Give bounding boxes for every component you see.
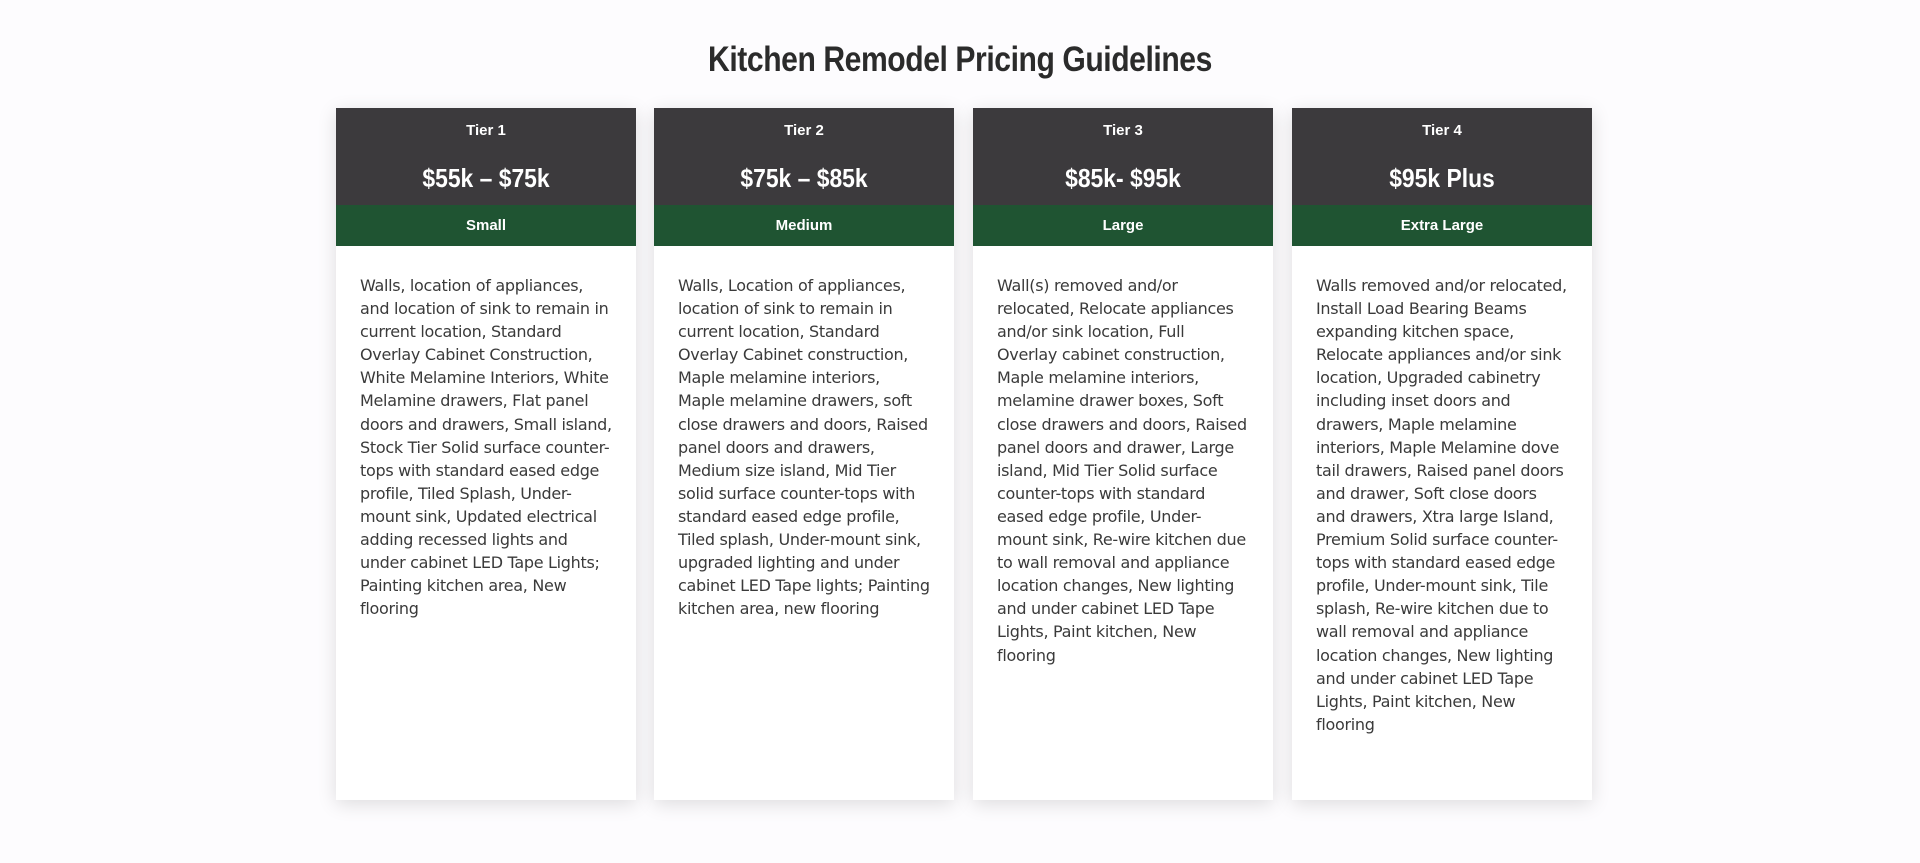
pricing-card-tier-4: Tier 4 $95k Plus Extra Large Walls remov… bbox=[1292, 108, 1592, 800]
tier-label: Tier 2 bbox=[784, 122, 824, 139]
tier-description: Wall(s) removed and/or relocated, Reloca… bbox=[997, 276, 1247, 665]
pricing-card-tier-1: Tier 1 $55k – $75k Small Walls, location… bbox=[336, 108, 636, 800]
tier-price: $95k Plus bbox=[1389, 163, 1495, 193]
tier-description: Walls, location of appliances, and locat… bbox=[360, 276, 612, 619]
page-title: Kitchen Remodel Pricing Guidelines bbox=[708, 40, 1212, 79]
tier-description: Walls removed and/or relocated, Install … bbox=[1316, 276, 1567, 734]
tier-price: $85k- $95k bbox=[1065, 163, 1181, 193]
card-header: Tier 4 $95k Plus bbox=[1292, 108, 1592, 205]
tier-size-label: Large bbox=[973, 205, 1273, 246]
pricing-card-tier-2: Tier 2 $75k – $85k Medium Walls, Locatio… bbox=[654, 108, 954, 800]
card-header: Tier 2 $75k – $85k bbox=[654, 108, 954, 205]
tier-label: Tier 3 bbox=[1103, 122, 1143, 139]
card-header: Tier 1 $55k – $75k bbox=[336, 108, 636, 205]
card-header: Tier 3 $85k- $95k bbox=[973, 108, 1273, 205]
tier-label: Tier 1 bbox=[466, 122, 506, 139]
pricing-cards: Tier 1 $55k – $75k Small Walls, location… bbox=[336, 108, 1592, 800]
tier-size-label: Extra Large bbox=[1292, 205, 1592, 246]
tier-size-label: Small bbox=[336, 205, 636, 246]
tier-size-label: Medium bbox=[654, 205, 954, 246]
pricing-card-tier-3: Tier 3 $85k- $95k Large Wall(s) removed … bbox=[973, 108, 1273, 800]
tier-label: Tier 4 bbox=[1422, 122, 1462, 139]
tier-description: Walls, Location of appliances, location … bbox=[678, 276, 930, 619]
tier-price: $75k – $85k bbox=[740, 163, 868, 193]
tier-price: $55k – $75k bbox=[422, 163, 550, 193]
